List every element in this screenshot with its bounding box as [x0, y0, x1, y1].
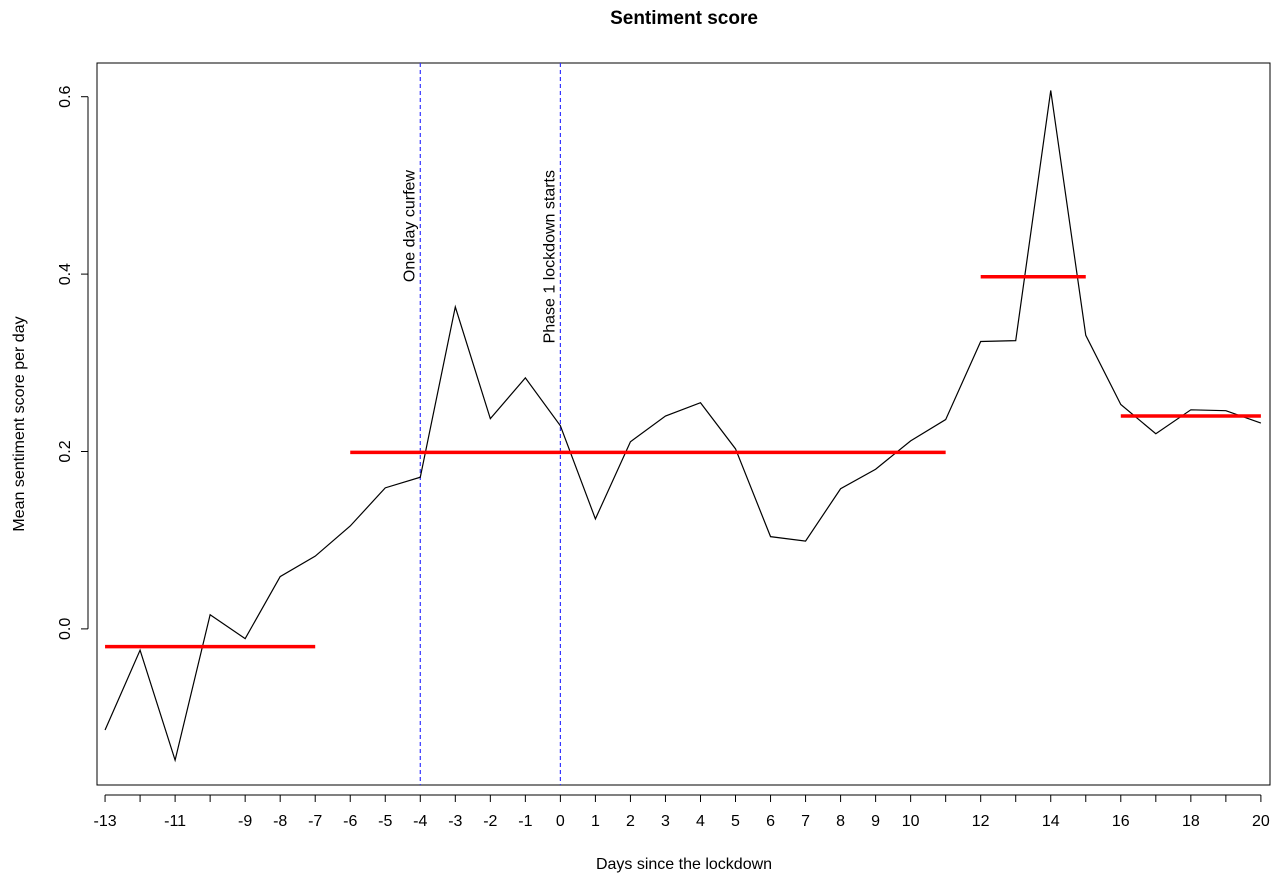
x-tick-label: -11 — [164, 813, 186, 830]
x-tick-label: 16 — [1112, 813, 1130, 830]
y-tick-label: 0.2 — [57, 440, 74, 462]
x-tick-label: -4 — [413, 813, 427, 830]
x-tick-label: 0 — [556, 813, 565, 830]
y-axis-title: Mean sentiment score per day — [11, 316, 28, 531]
x-tick-label: 9 — [871, 813, 880, 830]
x-tick-label: -1 — [518, 813, 532, 830]
x-tick-label: -5 — [378, 813, 392, 830]
x-tick-label: 3 — [661, 813, 670, 830]
data-line — [104, 90, 1262, 763]
x-tick-label: 4 — [696, 813, 705, 830]
y-tick-label: 0.0 — [57, 618, 74, 640]
x-tick-label: 1 — [591, 813, 600, 830]
x-tick-label: 10 — [902, 813, 920, 830]
y-tick-label: 0.6 — [57, 85, 74, 107]
x-tick-label: 20 — [1252, 813, 1270, 830]
x-tick-label: -9 — [238, 813, 252, 830]
reference-label: Phase 1 lockdown starts — [542, 170, 559, 343]
x-tick-label: 14 — [1042, 813, 1060, 830]
chart-title: Sentiment score — [610, 8, 758, 29]
x-tick-label: -7 — [308, 813, 322, 830]
x-tick-label: 6 — [766, 813, 775, 830]
y-tick-label: 0.4 — [57, 263, 74, 285]
reference-label: One day curfew — [402, 170, 419, 283]
x-tick-label: -2 — [483, 813, 497, 830]
x-tick-label: -6 — [343, 813, 357, 830]
x-tick-label: 7 — [801, 813, 810, 830]
x-tick-label: -13 — [93, 813, 116, 830]
plot-box — [96, 62, 1271, 786]
x-tick-label: -3 — [448, 813, 462, 830]
x-tick-label: 5 — [731, 813, 740, 830]
x-tick-label: 2 — [626, 813, 635, 830]
x-tick-label: 18 — [1182, 813, 1200, 830]
x-tick-label: 8 — [836, 813, 845, 830]
x-tick-label: -8 — [273, 813, 287, 830]
x-axis-title: Days since the lockdown — [596, 856, 772, 873]
x-tick-label: 12 — [972, 813, 990, 830]
